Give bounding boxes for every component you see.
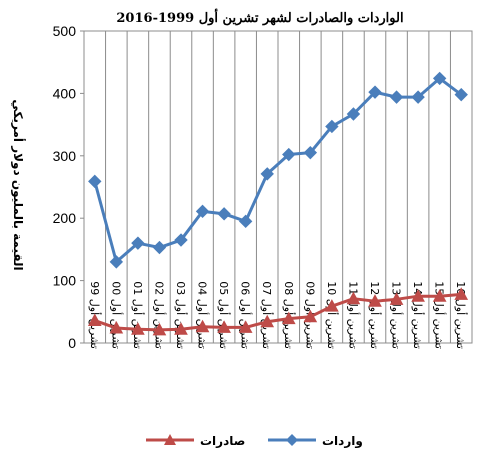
- data-point-diamond: [238, 214, 253, 229]
- data-point-diamond: [260, 167, 274, 181]
- x-tick-label: تشرين أول 12: [368, 281, 382, 349]
- data-point-diamond: [325, 119, 339, 134]
- data-point-triangle: [217, 320, 231, 333]
- legend-label: واردات: [322, 434, 363, 449]
- legend-swatch-marker: [164, 434, 176, 445]
- data-point-diamond: [152, 240, 167, 255]
- x-tick-label: تشرين أول 02: [152, 281, 166, 349]
- x-tick-label: تشرين أول 04: [196, 281, 210, 349]
- x-tick-label: تشرين أول 01: [131, 281, 145, 349]
- x-tick-label: تشرين أول 10: [325, 281, 339, 349]
- series-layer: [87, 71, 469, 336]
- data-point-triangle: [411, 289, 425, 302]
- data-point-triangle: [389, 292, 404, 305]
- series-exports: [87, 287, 469, 336]
- legend-item-imports: واردات: [268, 434, 363, 449]
- legend-label: صادرات: [200, 434, 245, 448]
- data-point-triangle: [109, 320, 124, 334]
- data-point-diamond: [282, 147, 296, 162]
- y-tick-label: 200: [53, 210, 77, 226]
- data-point-triangle: [454, 287, 469, 300]
- data-point-triangle: [195, 319, 210, 333]
- data-point-triangle: [260, 314, 275, 328]
- data-point-diamond: [109, 255, 124, 269]
- data-point-triangle: [303, 309, 318, 323]
- data-point-diamond: [432, 71, 447, 86]
- y-tick-labels: 0 100 200 300 400 500: [53, 23, 84, 351]
- data-point-triangle: [368, 294, 382, 307]
- x-tick-label: تشرين أول 03: [174, 281, 188, 349]
- data-point-diamond: [303, 145, 318, 160]
- grid: [83, 31, 473, 343]
- data-point-diamond: [411, 90, 425, 104]
- y-tick-label: 100: [53, 273, 77, 289]
- x-tick-label: تشرين أول 06: [239, 281, 253, 349]
- chart-title: الواردات والصادرات لشهر تشرين أول 1999-2…: [116, 9, 403, 26]
- data-point-triangle: [174, 322, 188, 335]
- y-tick-label: 500: [53, 23, 77, 39]
- x-tick-label: تشرين أول 05: [217, 281, 231, 349]
- data-point-diamond: [88, 174, 102, 189]
- x-tick-label: تشرين أول 11: [346, 281, 360, 349]
- data-point-diamond: [217, 207, 231, 221]
- data-point-diamond: [174, 233, 188, 247]
- legend-item-exports: صادرات: [146, 434, 245, 448]
- data-point-triangle: [325, 299, 339, 312]
- legend: واردات صادرات: [146, 434, 363, 449]
- y-tick-label: 300: [53, 148, 77, 164]
- axes: [83, 30, 473, 344]
- plot-border: [83, 30, 473, 344]
- data-point-triangle: [432, 289, 447, 302]
- data-point-diamond: [389, 90, 404, 104]
- data-point-diamond: [454, 87, 468, 102]
- y-axis-label: القيمة بالمليون دولار أمريكي: [10, 99, 26, 270]
- series-imports: [88, 71, 468, 269]
- data-point-triangle: [152, 322, 167, 336]
- data-point-triangle: [281, 311, 296, 325]
- x-tick-label: تشرين أول 00: [109, 281, 123, 349]
- data-point-triangle: [238, 320, 253, 333]
- data-point-diamond: [195, 204, 210, 219]
- data-point-triangle: [87, 313, 102, 327]
- data-point-diamond: [131, 236, 145, 250]
- x-tick-label: تشرين أول 13: [390, 281, 404, 349]
- legend-swatch-marker: [286, 434, 298, 446]
- y-tick-label: 0: [68, 335, 76, 351]
- data-point-diamond: [368, 85, 382, 99]
- data-point-triangle: [346, 291, 361, 305]
- data-point-diamond: [346, 107, 361, 121]
- data-point-triangle: [131, 322, 145, 335]
- y-tick-label: 400: [53, 85, 77, 101]
